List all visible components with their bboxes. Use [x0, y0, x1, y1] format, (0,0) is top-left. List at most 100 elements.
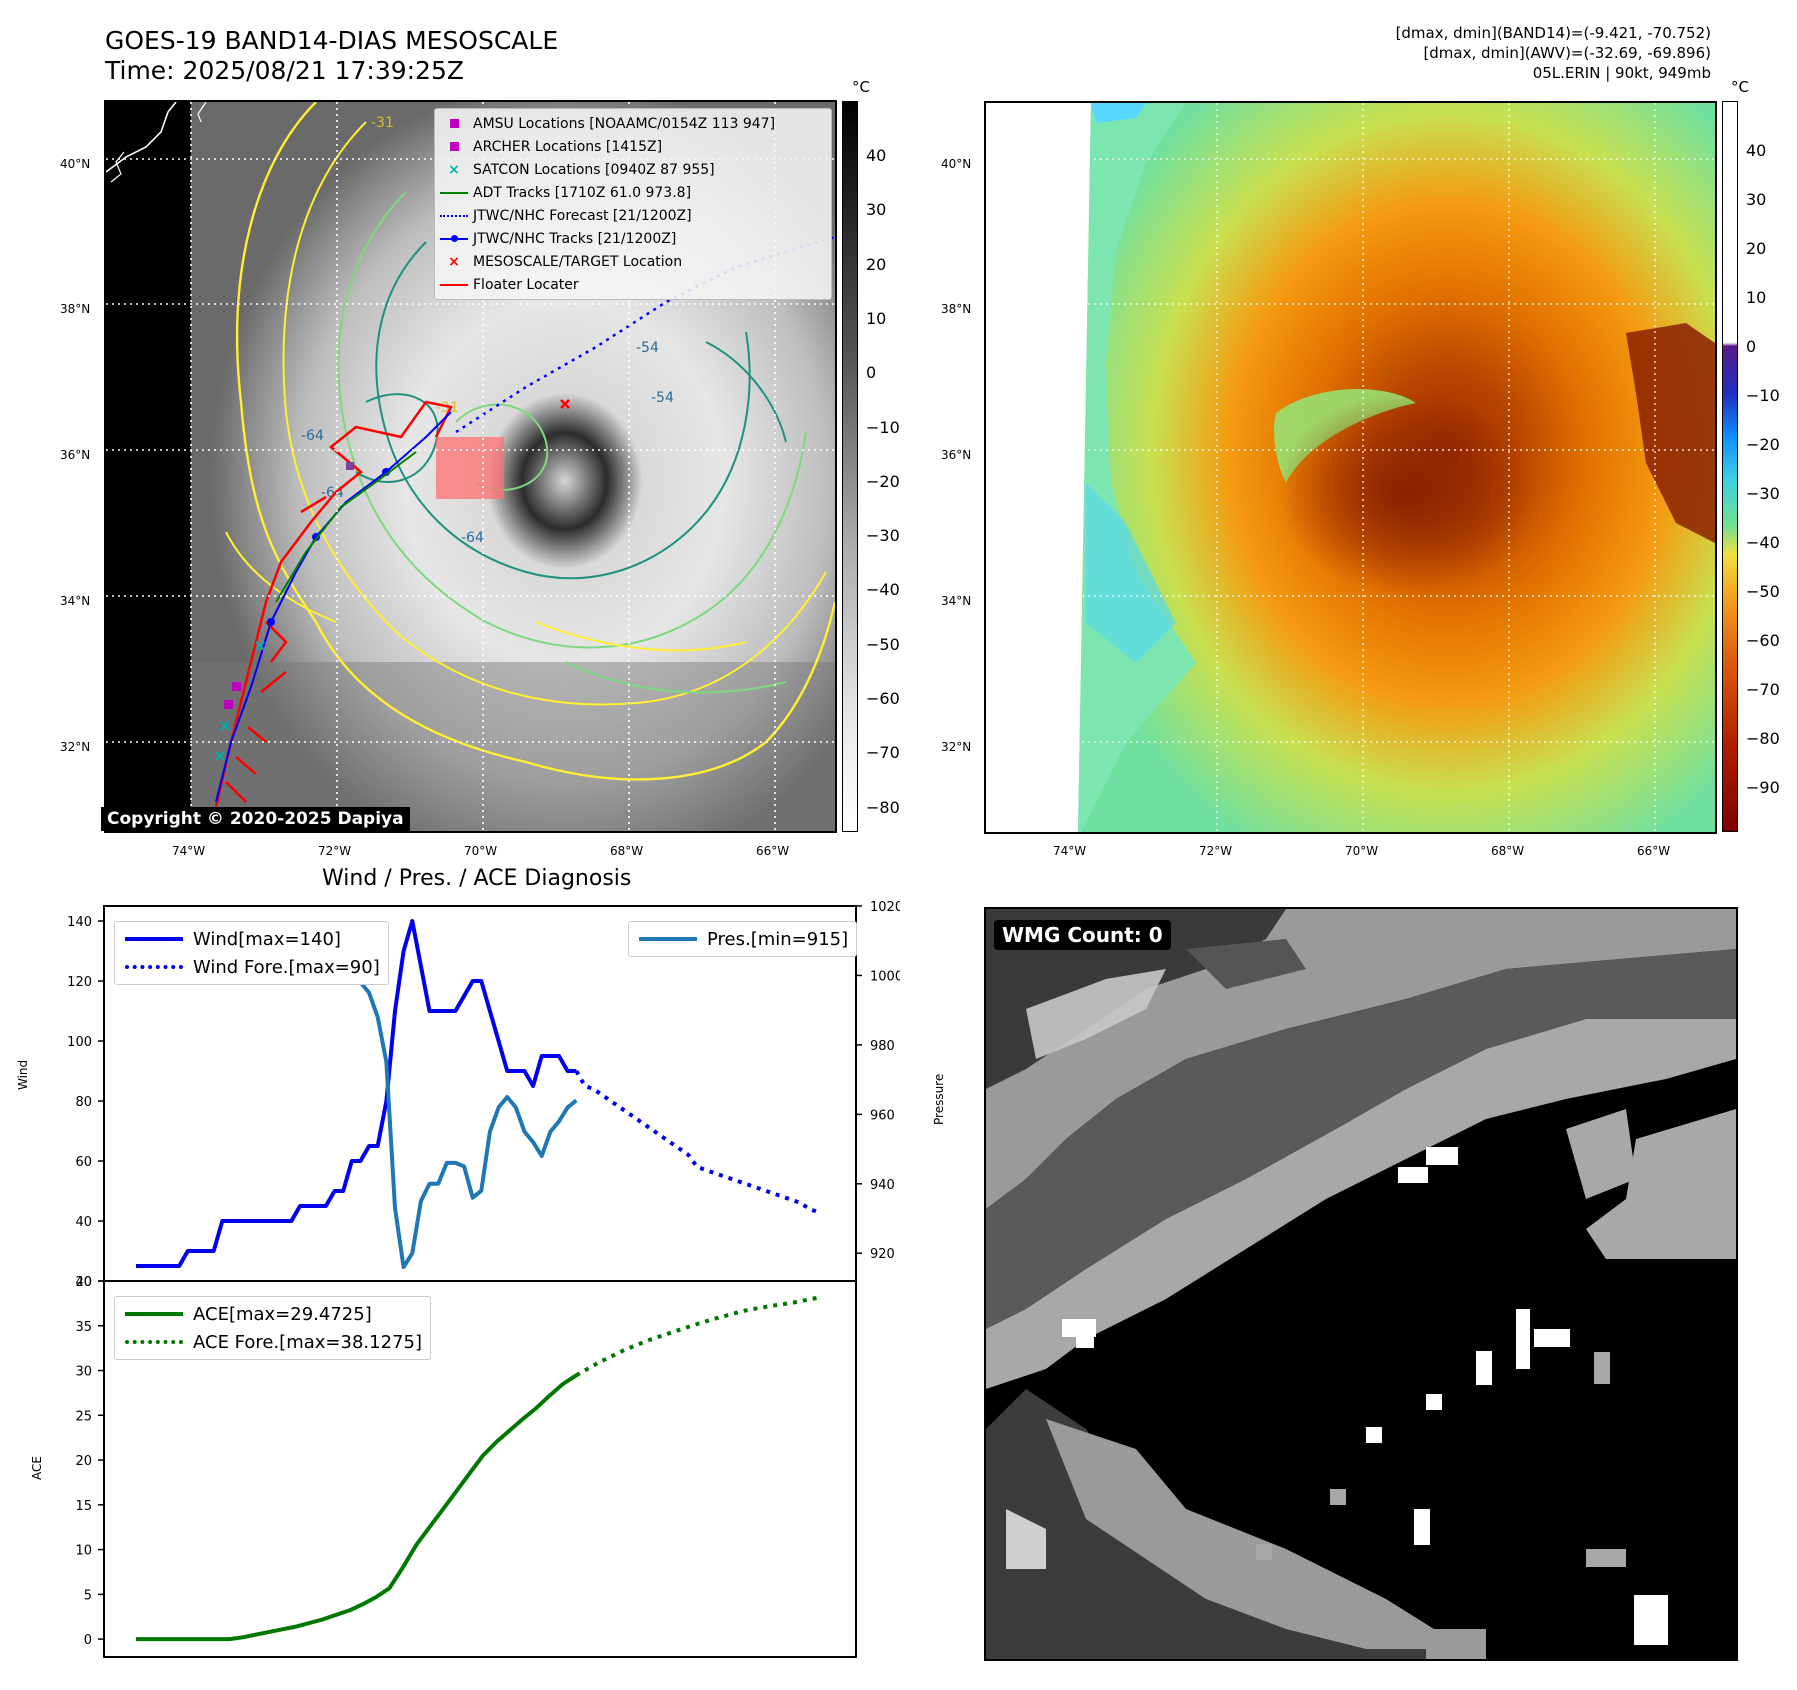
pressure-axis-label: Pressure: [932, 1073, 946, 1125]
lat-label: 32°N: [941, 740, 972, 754]
colorbar-tick: 40: [1746, 141, 1767, 160]
colorbar-tick: −40: [1746, 533, 1780, 552]
mesoscale-box: [436, 437, 504, 499]
line-icon: [639, 937, 697, 941]
lat-label: 38°N: [60, 302, 91, 316]
lat-label: 36°N: [60, 448, 91, 462]
floater-locater-track: [214, 400, 453, 808]
lon-label: 68°W: [1491, 844, 1525, 858]
legend-archer: ARCHER Locations [1415Z]: [435, 135, 831, 158]
legend-adt: ADT Tracks [1710Z 61.0 973.8]: [435, 181, 831, 204]
lat-label: 36°N: [941, 448, 972, 462]
colorbar-tick: 20: [866, 255, 887, 274]
legend-label: ADT Tracks [1710Z 61.0 973.8]: [473, 184, 692, 201]
lon-label: 74°W: [172, 844, 206, 858]
lat-label: 32°N: [60, 740, 91, 754]
colorbar-tick: −60: [866, 689, 900, 708]
colorbar-tick: 30: [866, 200, 887, 219]
legend-satcon: × SATCON Locations [0940Z 87 955]: [435, 158, 831, 181]
lon-label: 66°W: [1637, 844, 1671, 858]
legend-ace-forecast: ACE Fore.[max=38.1275]: [115, 1328, 430, 1356]
ace-legend: ACE[max=29.4725] ACE Fore.[max=38.1275]: [114, 1296, 431, 1360]
lon-label: 68°W: [610, 844, 644, 858]
legend-jtwc-tracks: JTWC/NHC Tracks [21/1200Z]: [435, 227, 831, 250]
legend-wind: Wind[max=140]: [115, 925, 388, 953]
figure-title-line2: Time: 2025/08/21 17:39:25Z: [105, 56, 464, 85]
diagnosis-title: Wind / Pres. / ACE Diagnosis: [322, 866, 632, 891]
colorbar-tick: 40: [866, 146, 887, 165]
pressure-legend: Pres.[min=915]: [628, 921, 858, 957]
contour-label: -64: [301, 428, 324, 444]
awv-map-svg: [986, 103, 1715, 832]
lon-label: 66°W: [756, 844, 790, 858]
contour-label: -54: [651, 390, 674, 406]
legend-label: Wind Fore.[max=90]: [193, 956, 380, 978]
colorbar-tick: 0: [866, 363, 877, 382]
wind-tick-label: 120: [67, 975, 92, 990]
wind-tick-label: 100: [67, 1035, 92, 1050]
dotted-line-icon: [125, 965, 183, 969]
ace-tick-label: 40: [75, 1275, 92, 1290]
legend-label: ARCHER Locations [1415Z]: [473, 138, 663, 155]
ace-series-line: [136, 1373, 578, 1642]
legend-wind-forecast: Wind Fore.[max=90]: [115, 953, 388, 981]
legend-ace: ACE[max=29.4725]: [115, 1300, 430, 1328]
ace-tick-label: 35: [75, 1320, 92, 1335]
wmg-grid-svg: [986, 909, 1736, 1659]
lat-label: 38°N: [941, 302, 972, 316]
ace-tick-label: 5: [84, 1588, 92, 1603]
pressure-tick-label: 1020: [870, 900, 900, 915]
jtwc-track: [215, 411, 452, 803]
dmax-dmin-awv: [dmax, dmin](AWV)=(-32.69, -69.896): [1423, 44, 1711, 62]
legend-mesoscale: × MESOSCALE/TARGET Location: [435, 250, 831, 273]
contour-label: -64: [461, 530, 484, 546]
awv-map-panel: [984, 101, 1717, 834]
colorbar-tick: −80: [1746, 729, 1780, 748]
line-icon: [125, 1312, 183, 1316]
pressure-tick-label: 960: [870, 1108, 895, 1123]
adt-track: [275, 451, 417, 603]
line-icon: [435, 191, 473, 194]
lon-label: 70°W: [1345, 844, 1379, 858]
square-icon: [435, 119, 473, 128]
legend-label: Floater Locater: [473, 276, 579, 293]
legend-label: AMSU Locations [NOAAMC/0154Z 113 947]: [473, 115, 776, 132]
colorbar-tick: −50: [1746, 582, 1780, 601]
legend-label: Pres.[min=915]: [707, 928, 849, 950]
contour-label: -54: [636, 340, 659, 356]
line-dot-icon: [435, 234, 473, 242]
wind-series-line: [136, 919, 577, 1268]
colorbar-tick: −50: [866, 635, 900, 654]
wmg-panel: [984, 907, 1738, 1661]
colorbar-tick: −60: [1746, 631, 1780, 650]
ace-frame: [103, 1280, 857, 1658]
colorbar-unit: °C: [1731, 78, 1749, 96]
legend-label: ACE[max=29.4725]: [193, 1303, 372, 1325]
pressure-tick-label: 920: [870, 1247, 895, 1262]
ace-tick-label: 25: [75, 1409, 92, 1424]
legend-label: ACE Fore.[max=38.1275]: [193, 1331, 422, 1353]
coastline: [106, 102, 177, 173]
ace-axis-label: ACE: [30, 1456, 44, 1480]
colorbar-tick: −10: [866, 418, 900, 437]
diagnosis-chart: 1401201008060402010201000980960940920403…: [67, 900, 900, 1658]
colorbar-tick: −20: [866, 472, 900, 491]
lon-label: 70°W: [464, 844, 498, 858]
ace-tick-label: 10: [75, 1544, 92, 1559]
colorbar-unit: °C: [852, 78, 870, 96]
pressure-tick-label: 980: [870, 1039, 895, 1054]
copyright-label: Copyright © 2020-2025 Dapiya: [101, 807, 410, 831]
wind-tick-label: 140: [67, 915, 92, 930]
mesoscale-target-marker: [560, 399, 570, 409]
colorbar-tick: −20: [1746, 435, 1780, 454]
lon-label: 72°W: [318, 844, 352, 858]
pressure-tick-label: 940: [870, 1178, 895, 1193]
colorbar-tick: −70: [866, 743, 900, 762]
storm-info: 05L.ERIN | 90kt, 949mb: [1532, 64, 1711, 82]
x-mark-icon: ×: [448, 161, 460, 178]
wind-tick-label: 60: [75, 1155, 92, 1170]
map-legend: AMSU Locations [NOAAMC/0154Z 113 947] AR…: [434, 108, 832, 300]
lat-label: 40°N: [60, 157, 91, 171]
dotted-line-icon: [435, 214, 473, 217]
colorbar-tick: 10: [866, 309, 887, 328]
